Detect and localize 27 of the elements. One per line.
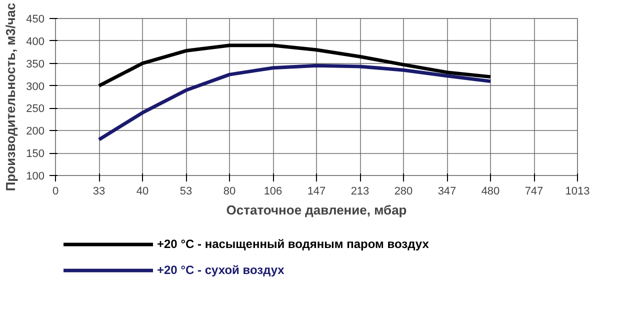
x-tick-label: 480 (481, 186, 500, 198)
text: +20 °C - сухой воздух (157, 262, 284, 278)
x-tick-label: 347 (438, 186, 456, 198)
x-tick-label: 40 (136, 186, 149, 198)
y-tick-label: 450 (26, 14, 45, 26)
x-tick-label: 1013 (565, 186, 590, 198)
text: +20 °C - насыщенный водяным паром воздух (157, 236, 429, 252)
x-tick-label: 33 (92, 186, 106, 198)
x-tick-label: 280 (394, 186, 413, 198)
x-axis-title: Остаточное давление, мбар (226, 202, 407, 218)
x-tick-label: 213 (350, 186, 370, 198)
x-tick-label: 147 (307, 186, 326, 198)
y-tick-label: 300 (26, 80, 45, 93)
y-tick-label: 150 (26, 148, 45, 160)
y-tick-label: 250 (26, 103, 45, 116)
x-tick-label: 747 (524, 186, 544, 198)
y-tick-label: 400 (26, 36, 45, 48)
x-tick-label: 0 (52, 186, 59, 198)
x-tick-label: 106 (264, 186, 282, 198)
y-tick-label: 100 (26, 170, 45, 182)
y-tick-label: 200 (26, 126, 45, 138)
line-series (97, 44, 492, 88)
y-tick-label: 350 (26, 58, 45, 70)
line-series (97, 64, 492, 142)
x-tick-label: 80 (223, 186, 236, 198)
x-tick-label: 53 (180, 186, 192, 198)
y-axis-title: Производительность, м3/час (3, 2, 18, 192)
